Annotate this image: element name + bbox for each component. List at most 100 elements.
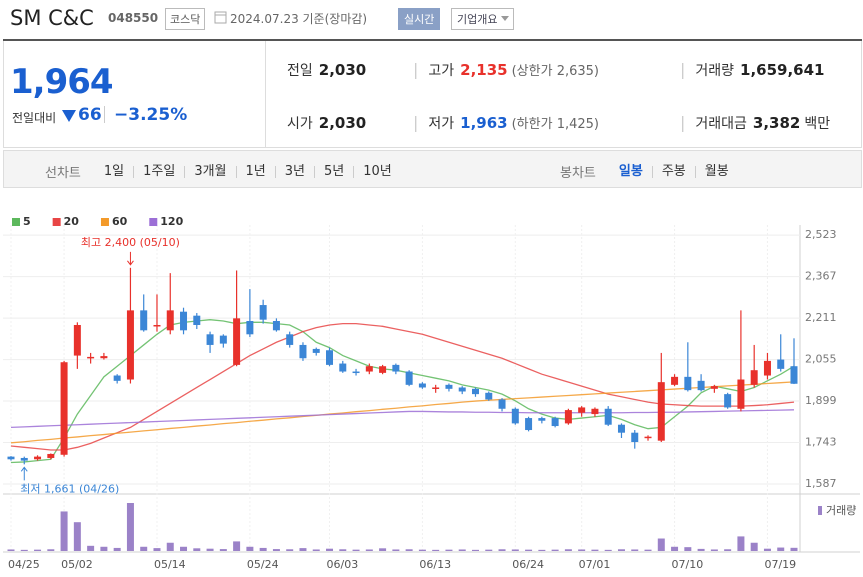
volume-bar <box>219 549 227 551</box>
candle-body <box>100 356 108 359</box>
candle-body <box>272 321 280 331</box>
item-value: 2,030 <box>318 61 367 79</box>
volume-bar <box>405 549 413 551</box>
candle-body <box>471 388 479 395</box>
tab-heading: 봉차트 <box>560 166 596 181</box>
period-tab[interactable]: 3개월 <box>185 165 237 178</box>
x-tick-label: 07/10 <box>672 558 704 571</box>
volume-bar <box>578 549 586 551</box>
volume-bar <box>20 549 28 551</box>
candle-body <box>219 335 227 344</box>
volume-bar <box>299 548 307 551</box>
candle-body <box>180 311 188 331</box>
volume-bar <box>365 549 373 551</box>
volume-bar <box>445 549 453 551</box>
volume-bar <box>392 549 400 551</box>
volume-bar <box>471 549 479 551</box>
candle-body <box>34 456 42 460</box>
change-rate: −3.25% <box>114 105 188 125</box>
high-arrow <box>127 251 134 266</box>
period-tab[interactable]: 1년 <box>237 165 276 178</box>
candle-body <box>60 362 68 455</box>
volume-bar <box>763 548 771 551</box>
candle-body <box>458 387 466 392</box>
candle-body <box>551 418 559 427</box>
candle-body <box>153 324 161 327</box>
volume-bar <box>153 548 161 551</box>
item-label: 거래대금 <box>695 116 747 132</box>
candle-body <box>7 456 15 460</box>
candle-body <box>392 364 400 372</box>
realtime-button[interactable]: 실시간 <box>398 8 441 30</box>
volume-bar <box>180 546 188 551</box>
legend-swatch <box>12 218 20 226</box>
period-tab[interactable]: 10년 <box>363 163 392 179</box>
volume-bar <box>286 549 294 551</box>
dropdown-arrow <box>501 16 510 21</box>
item-value: 1,659,641 <box>740 61 825 79</box>
separator: | <box>680 113 686 132</box>
candle-body <box>631 432 639 443</box>
x-tick-label: 07/19 <box>764 558 796 571</box>
candle-body <box>352 371 360 374</box>
candle-body <box>498 399 506 409</box>
candle-body <box>697 380 705 391</box>
legend-label: 5 <box>23 215 31 228</box>
y-tick-label: 1,743 <box>805 436 837 449</box>
volume-bar <box>166 542 174 551</box>
separator: | <box>413 113 419 132</box>
candle-body <box>525 418 533 431</box>
item-value: 2,030 <box>318 114 367 132</box>
divider <box>104 106 105 123</box>
period-tab[interactable]: 1주일 <box>134 165 186 178</box>
candle-tab[interactable]: 주봉 <box>653 165 696 178</box>
x-tick-label: 05/14 <box>154 558 186 571</box>
item-value: 2,135 <box>460 61 508 79</box>
candle-body <box>193 315 201 325</box>
volume-bar <box>617 549 625 551</box>
calendar-icon <box>214 11 227 24</box>
stock-code: 048550 <box>108 11 159 25</box>
company-dropdown[interactable]: 기업개요 <box>451 8 515 30</box>
company-label: 기업개요 <box>457 13 498 26</box>
candle-body <box>644 436 652 439</box>
candle-body <box>445 384 453 389</box>
item-label: 거래량 <box>695 63 735 79</box>
volume-bar <box>113 547 121 551</box>
volume-legend-label: 거래량 <box>826 504 856 517</box>
candle-body <box>365 366 373 372</box>
period-tab[interactable]: 5년 <box>315 165 355 178</box>
volume-bar <box>737 536 745 551</box>
item-note: (하한가 1,425) <box>511 117 599 132</box>
volume-bar <box>511 549 519 551</box>
legend-label: 120 <box>160 215 183 228</box>
candle-tab[interactable]: 일봉 <box>610 165 653 178</box>
volume-bar <box>326 548 334 551</box>
volume-bar <box>724 549 732 551</box>
volume-bar <box>777 547 785 551</box>
period-tab[interactable]: 3년 <box>276 165 315 178</box>
moving-average-line <box>10 409 795 429</box>
candle-tab[interactable]: 월봉 <box>704 163 729 179</box>
volume-bar <box>418 549 426 551</box>
volume-bar <box>47 549 55 551</box>
item-label: 저가 <box>428 116 455 132</box>
y-tick-label: 2,367 <box>805 270 837 283</box>
x-tick-label: 07/01 <box>579 558 611 571</box>
candle-body <box>750 370 758 385</box>
x-tick-label: 06/03 <box>327 558 359 571</box>
legend-label: 60 <box>112 215 128 228</box>
candle-body <box>246 321 254 335</box>
period-tab[interactable]: 1일 <box>95 165 135 178</box>
y-tick-label: 1,899 <box>805 394 837 407</box>
candle-body <box>73 324 81 356</box>
volume-bar <box>87 545 95 551</box>
volume-bar <box>73 522 81 551</box>
volume-bar <box>525 549 533 551</box>
item-label: 고가 <box>428 63 455 79</box>
candle-body <box>790 366 798 384</box>
candle-body <box>485 392 493 400</box>
x-tick-label: 06/24 <box>512 558 544 571</box>
volume-bar <box>564 549 572 551</box>
